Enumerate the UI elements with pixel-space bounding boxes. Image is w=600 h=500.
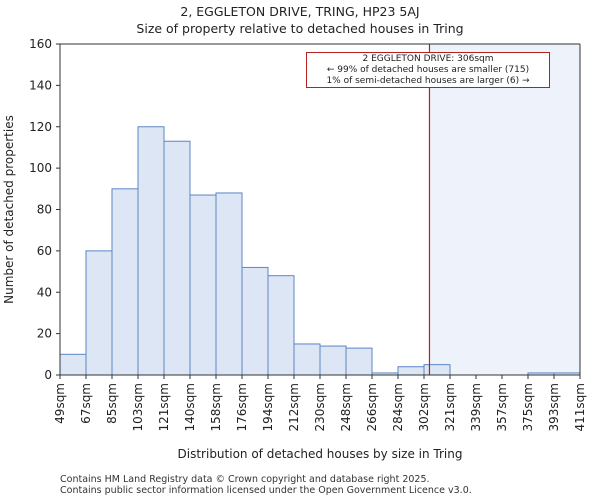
x-tick-label: 284sqm bbox=[391, 383, 405, 431]
annotation-line-3: 1% of semi-detached houses are larger (6… bbox=[326, 76, 530, 86]
bar bbox=[189, 194, 217, 376]
x-tick-label: 248sqm bbox=[339, 383, 353, 431]
y-tick-label: 80 bbox=[37, 203, 52, 217]
x-tick-label: 194sqm bbox=[261, 383, 275, 431]
bar bbox=[163, 140, 191, 376]
x-tick-label: 339sqm bbox=[469, 383, 483, 431]
bar bbox=[345, 347, 373, 376]
y-tick-label: 60 bbox=[37, 244, 52, 258]
bar bbox=[85, 250, 113, 376]
bar bbox=[59, 353, 87, 376]
highlight-region bbox=[429, 44, 580, 375]
x-tick-label: 266sqm bbox=[365, 383, 379, 431]
annotation-box: 2 EGGLETON DRIVE: 306sqm ← 99% of detach… bbox=[306, 52, 550, 88]
footer-line-2: Contains public sector information licen… bbox=[60, 485, 472, 496]
bar bbox=[241, 266, 269, 376]
annotation-line-1: 2 EGGLETON DRIVE: 306sqm bbox=[362, 54, 494, 64]
bar bbox=[397, 366, 425, 376]
x-tick-label: 140sqm bbox=[183, 383, 197, 431]
bar bbox=[319, 345, 347, 376]
y-tick-label: 0 bbox=[44, 368, 52, 382]
x-tick-label: 85sqm bbox=[105, 383, 119, 424]
x-tick-label: 321sqm bbox=[443, 383, 457, 431]
x-axis-label: Distribution of detached houses by size … bbox=[178, 447, 463, 461]
x-tick-label: 67sqm bbox=[79, 383, 93, 424]
x-tick-label: 230sqm bbox=[313, 383, 327, 431]
y-tick-label: 140 bbox=[29, 78, 52, 92]
y-tick-label: 160 bbox=[29, 37, 52, 51]
bar bbox=[137, 126, 165, 376]
chart-title-subtitle: Size of property relative to detached ho… bbox=[136, 21, 464, 36]
y-tick-label: 40 bbox=[37, 285, 52, 299]
y-axis-label: Number of detached properties bbox=[2, 115, 16, 304]
bar bbox=[111, 188, 139, 376]
bar bbox=[215, 192, 243, 376]
y-tick-label: 100 bbox=[29, 161, 52, 175]
y-tick-label: 120 bbox=[29, 120, 52, 134]
chart-title-address: 2, EGGLETON DRIVE, TRING, HP23 5AJ bbox=[180, 4, 420, 19]
x-tick-label: 411sqm bbox=[573, 383, 587, 431]
x-tick-label: 158sqm bbox=[209, 383, 223, 431]
x-tick-label: 103sqm bbox=[131, 383, 145, 431]
x-tick-label: 357sqm bbox=[495, 383, 509, 431]
x-tick-label: 375sqm bbox=[521, 383, 535, 431]
footer-line-1: Contains HM Land Registry data © Crown c… bbox=[60, 474, 430, 485]
x-tick-label: 121sqm bbox=[157, 383, 171, 431]
x-tick-label: 176sqm bbox=[235, 383, 249, 431]
x-tick-label: 302sqm bbox=[417, 383, 431, 431]
bar bbox=[423, 364, 451, 376]
bar bbox=[267, 275, 295, 376]
x-tick-label: 49sqm bbox=[53, 383, 67, 424]
y-tick-label: 20 bbox=[37, 327, 52, 341]
annotation-line-2: ← 99% of detached houses are smaller (71… bbox=[326, 65, 530, 75]
x-tick-label: 393sqm bbox=[547, 383, 561, 431]
x-tick-label: 212sqm bbox=[287, 383, 301, 431]
bar bbox=[293, 343, 321, 376]
